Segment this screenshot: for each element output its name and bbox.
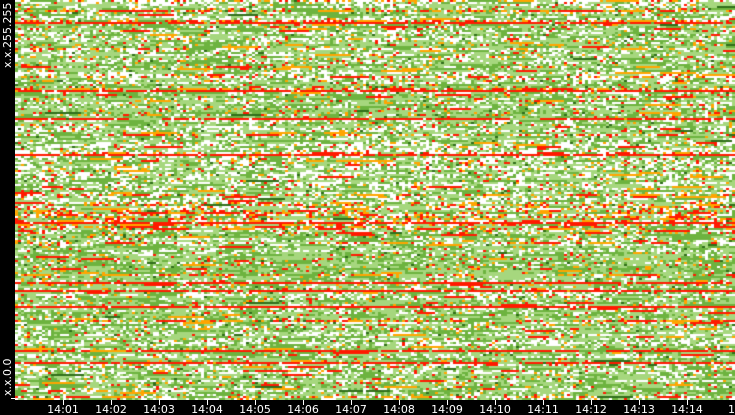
x-tick xyxy=(687,400,688,405)
x-tick xyxy=(303,400,304,405)
x-tick-label: 14:01 xyxy=(47,403,79,415)
x-tick-label: 14:13 xyxy=(623,403,655,415)
x-tick xyxy=(111,400,112,405)
x-tick-label: 14:05 xyxy=(239,403,271,415)
x-tick-label: 14:06 xyxy=(287,403,319,415)
x-tick-label: 14:14 xyxy=(671,403,703,415)
x-tick xyxy=(207,400,208,405)
x-tick xyxy=(495,400,496,405)
x-tick xyxy=(255,400,256,405)
x-tick-label: 14:02 xyxy=(95,403,127,415)
x-tick xyxy=(351,400,352,405)
x-tick-label: 14:03 xyxy=(143,403,175,415)
y-tick-label: x.x.255.255 xyxy=(1,2,14,68)
y-axis: x.x.255.255 x.x.0.0 xyxy=(0,0,15,400)
x-axis: 14:01 14:02 14:03 14:04 14:05 14:06 14:07 14:08… xyxy=(0,400,735,415)
x-tick-label: 14:07 xyxy=(335,403,367,415)
x-tick xyxy=(63,400,64,405)
x-tick xyxy=(159,400,160,405)
x-tick xyxy=(543,400,544,405)
x-tick-label: 14:08 xyxy=(383,403,415,415)
x-tick-label: 14 xyxy=(728,403,735,415)
x-tick xyxy=(399,400,400,405)
x-tick xyxy=(639,400,640,405)
y-tick xyxy=(11,398,15,399)
x-tick-label: 14:11 xyxy=(527,403,559,415)
x-tick-label: 14:09 xyxy=(431,403,463,415)
y-tick-label: x.x.0.0 xyxy=(1,358,14,396)
x-tick xyxy=(447,400,448,405)
heatmap-canvas[interactable] xyxy=(15,0,735,400)
x-tick-label: 14:04 xyxy=(191,403,223,415)
x-tick-label: 14:10 xyxy=(479,403,511,415)
x-tick xyxy=(591,400,592,405)
x-tick-label: 14:12 xyxy=(575,403,607,415)
